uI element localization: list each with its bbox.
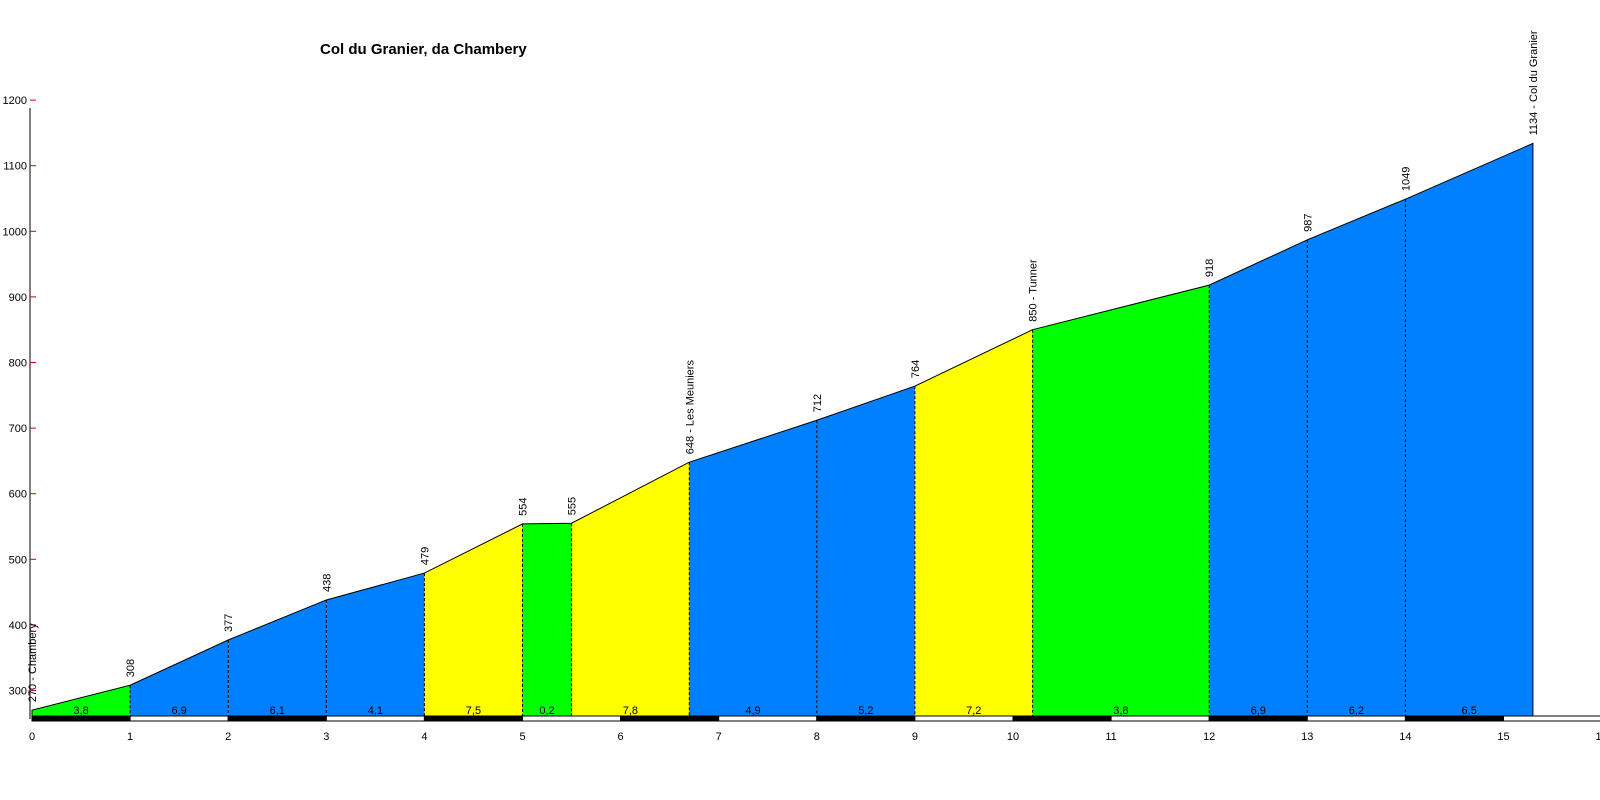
point-labels: 270 - Chambery 308 377 438 479 554 555 648 - Le… — [27, 30, 1540, 702]
point-label: 377 — [223, 614, 235, 632]
y-tick-label: 700 — [9, 423, 27, 435]
point-label: 438 — [321, 574, 333, 592]
point-label: 270 - Chambery — [27, 623, 39, 702]
grade-label: 0,2 — [539, 705, 554, 717]
point-label: 712 — [812, 394, 824, 412]
segment-area — [228, 599, 327, 719]
x-tick-label: 15 — [1497, 731, 1509, 743]
point-label: 1049 — [1400, 167, 1412, 191]
y-tick-label: 400 — [9, 620, 27, 632]
grade-label: 6,9 — [172, 705, 187, 717]
x-tick-label: 5 — [519, 731, 525, 743]
x-tick-label: 1 — [127, 731, 133, 743]
point-label: 555 — [567, 497, 579, 515]
point-label: 479 — [419, 547, 431, 565]
grade-label: 6,1 — [270, 705, 285, 717]
point-label: 850 - Tunner — [1028, 259, 1040, 322]
point-label: 554 — [518, 498, 530, 516]
x-tick-label: 14 — [1399, 731, 1411, 743]
y-tick-label: 1100 — [3, 161, 27, 173]
grade-label: 7,5 — [466, 705, 481, 717]
point-label: 918 — [1204, 259, 1216, 277]
x-tick-label: 16 — [1595, 731, 1600, 743]
segment-area — [522, 523, 572, 719]
chart-title: Col du Granier, da Chambery — [320, 41, 527, 58]
x-tick-label: 10 — [1007, 731, 1019, 743]
y-tick-label: 300 — [9, 686, 27, 698]
grade-label: 6,2 — [1349, 705, 1364, 717]
y-tick-label: 600 — [9, 489, 27, 501]
segment-area — [1032, 285, 1210, 719]
km-bar-cell — [522, 715, 622, 722]
segment-area — [689, 420, 817, 719]
grade-label: 7,8 — [623, 705, 638, 717]
segment-area — [571, 462, 690, 719]
y-tick-label: 500 — [9, 554, 27, 566]
km-bar-cell — [1012, 715, 1112, 722]
y-axis: 300 400 500 600 700 800 900 1000 1100 1200 — [3, 95, 36, 719]
km-bar-cell — [1503, 715, 1600, 722]
segment-area — [1209, 239, 1308, 719]
segment-area — [1307, 199, 1406, 719]
y-tick-label: 900 — [9, 292, 27, 304]
x-axis: 012345678910111213141516 — [29, 715, 1600, 743]
grade-label: 6,5 — [1462, 705, 1477, 717]
km-bar-cell — [718, 715, 818, 722]
km-bar-cell — [914, 715, 1014, 722]
point-label: 764 — [910, 360, 922, 378]
y-tick-label: 1200 — [3, 95, 27, 107]
grade-label: 7,2 — [966, 705, 981, 717]
x-tick-label: 3 — [323, 731, 329, 743]
x-tick-label: 12 — [1203, 731, 1215, 743]
grade-label: 4,1 — [368, 705, 383, 717]
point-label: 987 — [1302, 213, 1314, 231]
x-tick-label: 0 — [29, 731, 35, 743]
profile-outline — [31, 142, 1534, 719]
point-label: 648 - Les Meuniers — [684, 360, 696, 455]
segment-area — [1405, 143, 1533, 719]
grade-label: 3,8 — [73, 705, 88, 717]
segment-area — [326, 573, 425, 719]
x-tick-label: 7 — [716, 731, 722, 743]
grade-labels: 3,8 6,9 6,1 4,1 7,5 0,2 7,8 4,9 5,2 7,2 3,8 6,9 6,2 6… — [73, 705, 1476, 717]
profile-line — [31, 142, 1534, 719]
grade-label: 4,9 — [745, 705, 760, 717]
y-tick-label: 1000 — [3, 226, 27, 238]
km-bar-cell — [1404, 715, 1505, 722]
grade-label: 5,2 — [858, 705, 873, 717]
segment-area — [914, 329, 1033, 719]
x-tick-label: 4 — [421, 731, 427, 743]
x-tick-label: 8 — [814, 731, 820, 743]
segment-area — [816, 386, 915, 719]
x-tick-label: 13 — [1301, 731, 1313, 743]
y-tick-label: 800 — [9, 358, 27, 370]
x-tick-label: 9 — [912, 731, 918, 743]
grade-label: 3,8 — [1113, 705, 1128, 717]
point-label: 1134 - Col du Granier — [1528, 30, 1540, 135]
x-tick-label: 6 — [618, 731, 624, 743]
x-tick-label: 11 — [1105, 731, 1116, 743]
x-tick-label: 2 — [225, 731, 231, 743]
segment-dividers — [129, 199, 1406, 719]
segment-area — [32, 685, 131, 719]
segment-area — [424, 523, 523, 719]
profile-areas — [32, 143, 1533, 719]
segment-area — [130, 639, 229, 719]
grade-label: 6,9 — [1251, 705, 1266, 717]
point-label: 308 — [125, 659, 137, 677]
